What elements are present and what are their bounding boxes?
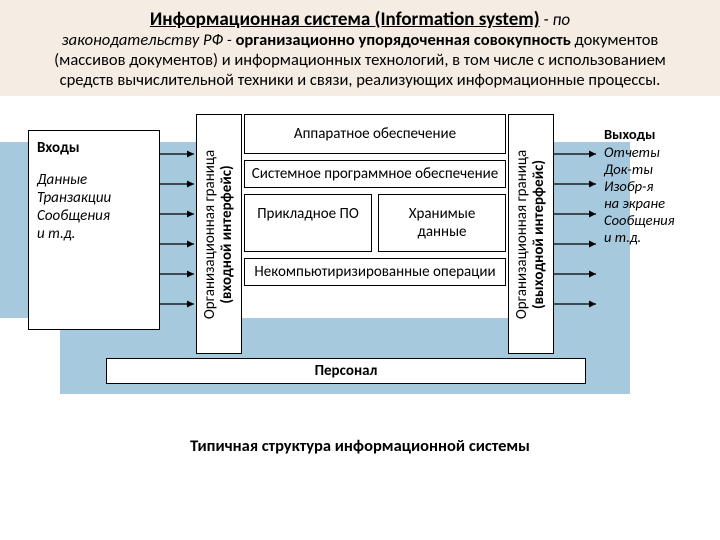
output-item: и т.д.	[604, 229, 704, 246]
title-main: Информационная система (Information syst…	[150, 8, 540, 31]
outputs-title: Выходы	[604, 126, 704, 143]
boundary-in-l1: Организационная граница	[203, 150, 220, 319]
inputs-list: Данные Транзакции Сообщения и т.д.	[37, 171, 151, 243]
output-item: Отчеты	[604, 144, 704, 161]
input-item: Транзакции	[37, 189, 151, 207]
subtitle-bold: организационно упорядоченная совокупност…	[236, 30, 571, 50]
title-suffix: - по	[540, 9, 570, 30]
center-area: Аппаратное обеспечение Системное програм…	[244, 114, 506, 292]
outputs-list: Отчеты Док-ты Изобр-я на экране Сообщени…	[604, 144, 704, 247]
output-item: Изобр-я	[604, 178, 704, 195]
output-item: Сообщения	[604, 212, 704, 229]
box-system-sw: Системное программное обеспечение	[244, 160, 506, 188]
diagram-area: Входы Данные Транзакции Сообщения и т.д.…	[0, 102, 720, 432]
outputs-box: Выходы Отчеты Док-ты Изобр-я на экране С…	[604, 126, 704, 246]
box-hardware: Аппаратное обеспечение	[244, 114, 506, 154]
box-app-sw: Прикладное ПО	[244, 194, 372, 252]
boundary-output: Организационная граница (выходной интерф…	[508, 114, 554, 354]
boundary-in-l2: (входной интерфейс)	[219, 150, 236, 319]
boundary-input: Организационная граница (входной интерфе…	[196, 114, 242, 354]
arrows-out	[554, 142, 602, 322]
input-item: Сообщения	[37, 207, 151, 225]
boundary-out-l2: (выходной интерфейс)	[531, 150, 548, 319]
arrows-in	[160, 142, 200, 322]
subtitle-italic: законодательству РФ -	[62, 30, 236, 50]
caption: Типичная структура информационной систем…	[0, 432, 720, 456]
boundary-output-text: Организационная граница (выходной интерф…	[515, 150, 548, 319]
box-noncomp: Некомпьютиризированные операции	[244, 258, 506, 286]
boundary-out-l1: Организационная граница	[515, 150, 532, 319]
inputs-box: Входы Данные Транзакции Сообщения и т.д.	[28, 130, 160, 330]
row-app-data: Прикладное ПО Хранимые данные	[244, 194, 506, 252]
box-personnel: Персонал	[106, 358, 586, 384]
title-row: Информационная система (Information syst…	[28, 8, 692, 31]
subtitle: законодательству РФ - организационно упо…	[28, 31, 692, 90]
header-block: Информационная система (Information syst…	[0, 0, 720, 102]
boundary-input-text: Организационная граница (входной интерфе…	[203, 150, 236, 319]
output-item: Док-ты	[604, 161, 704, 178]
output-item: на экране	[604, 195, 704, 212]
inputs-title: Входы	[37, 139, 151, 157]
input-item: и т.д.	[37, 225, 151, 243]
box-stored-data: Хранимые данные	[378, 194, 506, 252]
input-item: Данные	[37, 171, 151, 189]
